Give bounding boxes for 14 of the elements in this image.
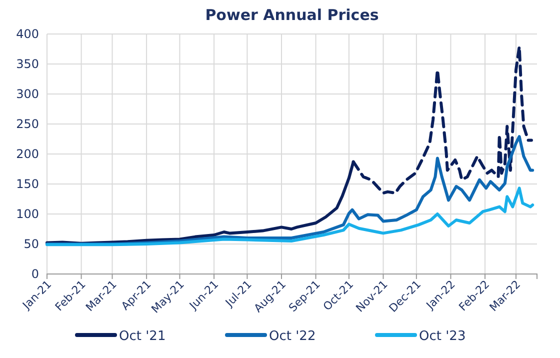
- chart-title: Power Annual Prices: [205, 6, 379, 24]
- legend-label: Oct '21: [119, 329, 166, 344]
- y-tick-label: 150: [16, 176, 39, 191]
- line-series: [46, 186, 534, 246]
- y-tick-label: 250: [16, 116, 39, 131]
- y-tick-label: 100: [16, 206, 39, 221]
- y-tick-label: 300: [16, 86, 39, 101]
- y-tick-label: 200: [16, 146, 39, 161]
- legend-label: Oct '22: [269, 329, 316, 344]
- y-tick-label: 0: [31, 266, 39, 281]
- y-tick-label: 350: [16, 56, 39, 71]
- y-tick-label: 400: [16, 26, 39, 41]
- legend-label: Oct '23: [419, 329, 466, 344]
- y-tick-label: 50: [24, 236, 39, 251]
